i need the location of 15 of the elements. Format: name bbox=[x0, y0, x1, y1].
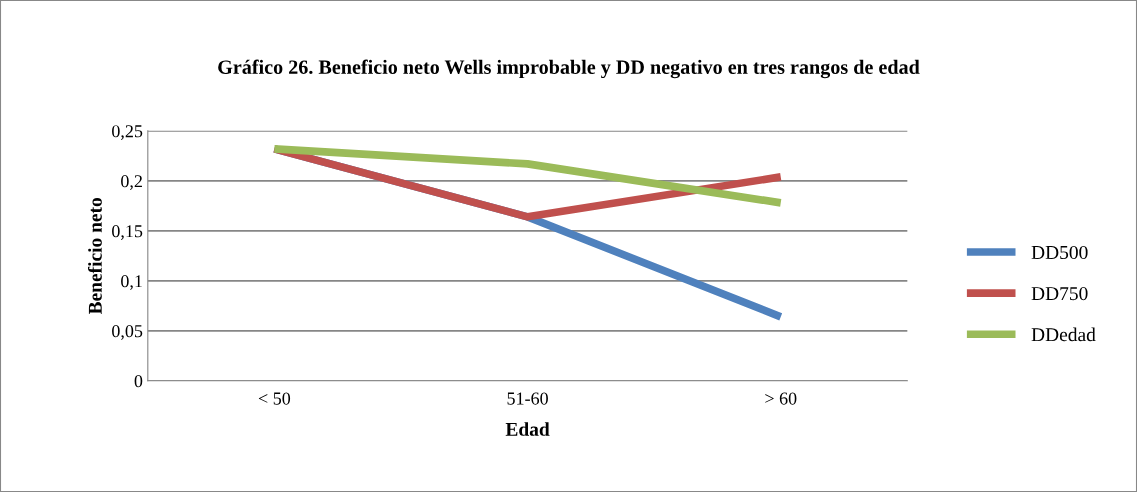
legend-label: DDedad bbox=[1031, 327, 1096, 342]
x-axis-title: Edad bbox=[505, 422, 550, 436]
x-tick-label: < 50 bbox=[258, 392, 291, 405]
x-tick-label: 51-60 bbox=[507, 392, 548, 405]
y-tick-label: 0,25 bbox=[112, 125, 143, 140]
y-tick-label: 0,05 bbox=[112, 325, 143, 340]
y-tick-label: 0 bbox=[134, 375, 143, 388]
chart-title: Gráfico 26. Beneficio neto Wells improbable y DD negativo en tres rangos de edad bbox=[218, 59, 920, 79]
x-tick-label: > 60 bbox=[765, 392, 797, 405]
y-axis-title: Beneficio neto bbox=[87, 197, 102, 315]
y-tick-label: 0,2 bbox=[121, 175, 142, 190]
y-tick-label: 0,1 bbox=[121, 275, 142, 290]
legend-label: DD750 bbox=[1031, 287, 1088, 301]
y-tick-label: 0,15 bbox=[112, 225, 143, 240]
legend-label: DD500 bbox=[1031, 245, 1088, 260]
